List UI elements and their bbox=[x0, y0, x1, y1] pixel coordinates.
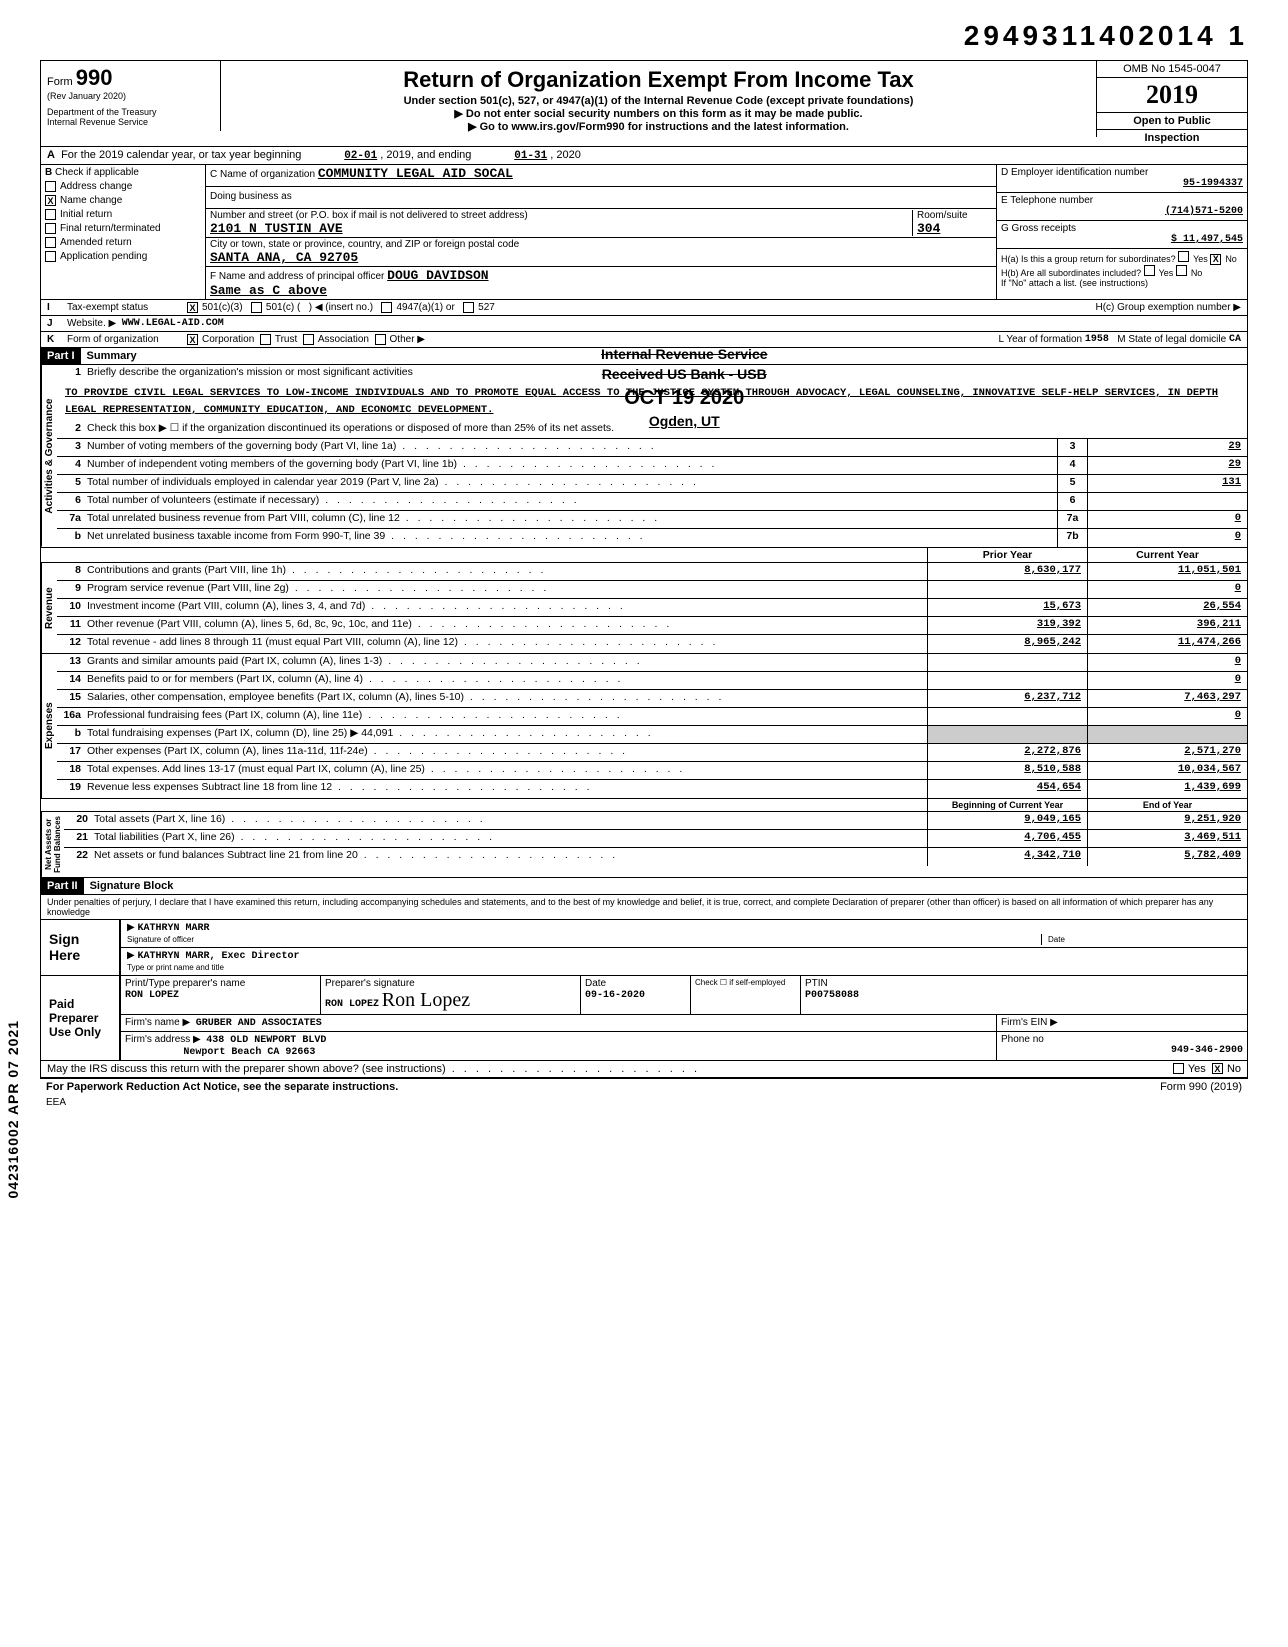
org-room: 304 bbox=[917, 221, 940, 236]
checkbox-name-change: XName change bbox=[45, 195, 201, 206]
activities-governance-label: Activities & Governance bbox=[41, 365, 57, 547]
line-7a: 7aTotal unrelated business revenue from … bbox=[57, 511, 1247, 529]
col-d-right: D Employer identification number95-19943… bbox=[997, 165, 1247, 299]
footer: For Paperwork Reduction Act Notice, see … bbox=[40, 1078, 1248, 1095]
line-12: 12Total revenue - add lines 8 through 11… bbox=[57, 635, 1247, 653]
checkbox-application-pending: Application pending bbox=[45, 251, 201, 262]
line-17: 17Other expenses (Part IX, column (A), l… bbox=[57, 744, 1247, 762]
paid-preparer-block: Paid Preparer Use Only Print/Type prepar… bbox=[40, 976, 1248, 1061]
document-number: 2949311402014 1 bbox=[40, 20, 1248, 52]
line-b: bTotal fundraising expenses (Part IX, co… bbox=[57, 726, 1247, 744]
row-i-tax-exempt: I Tax-exempt status X501(c)(3) 501(c) ( … bbox=[40, 300, 1248, 316]
preparer-name: RON LOPEZ bbox=[125, 990, 179, 1001]
row-a-tax-year: A For the 2019 calendar year, or tax yea… bbox=[40, 147, 1248, 165]
line-9: 9Program service revenue (Part VIII, lin… bbox=[57, 581, 1247, 599]
tax-year-begin: 02-01 bbox=[344, 150, 377, 162]
current-year-header: Current Year bbox=[1087, 548, 1247, 562]
line-b: bNet unrelated business taxable income f… bbox=[57, 529, 1247, 547]
irs-received-stamp: Internal Revenue Service Received US Ban… bbox=[601, 345, 768, 432]
tax-year: 2019 bbox=[1097, 78, 1247, 113]
line-11: 11Other revenue (Part VIII, column (A), … bbox=[57, 617, 1247, 635]
line-6: 6Total number of volunteers (estimate if… bbox=[57, 493, 1247, 511]
tax-year-end: 01-31 bbox=[514, 150, 547, 162]
org-street: 2101 N TUSTIN AVE bbox=[210, 221, 343, 236]
state-domicile: CA bbox=[1229, 334, 1241, 345]
ein: 95-1994337 bbox=[1001, 178, 1243, 189]
side-date-stamp: 042316002 APR 07 2021 bbox=[5, 1020, 21, 1199]
line-8: 8Contributions and grants (Part VIII, li… bbox=[57, 563, 1247, 581]
eea: EEA bbox=[40, 1095, 1248, 1110]
officer-sig-name: KATHRYN MARR bbox=[137, 923, 209, 934]
line-3: 3Number of voting members of the governi… bbox=[57, 439, 1247, 457]
discuss-row: May the IRS discuss this return with the… bbox=[40, 1061, 1248, 1078]
net-assets-label: Net Assets orFund Balances bbox=[41, 812, 64, 877]
summary-section: Activities & Governance 1 Briefly descri… bbox=[40, 365, 1248, 878]
open-to-public: Open to Public bbox=[1097, 113, 1247, 130]
line-22: 22Net assets or fund balances Subtract l… bbox=[64, 848, 1247, 866]
gross-receipts: $ 11,497,545 bbox=[1001, 234, 1243, 245]
paid-preparer-label: Paid Preparer Use Only bbox=[41, 976, 121, 1060]
line-21: 21Total liabilities (Part X, line 26)4,7… bbox=[64, 830, 1247, 848]
col-c-org-info: C Name of organization COMMUNITY LEGAL A… bbox=[206, 165, 997, 299]
scanned-stamp: SCANNED NOV 16 2021 bbox=[0, 600, 1, 841]
checkbox-amended-return: Amended return bbox=[45, 237, 201, 248]
penalty-statement: Under penalties of perjury, I declare th… bbox=[40, 895, 1248, 920]
line-10: 10Investment income (Part VIII, column (… bbox=[57, 599, 1247, 617]
line-20: 20Total assets (Part X, line 16)9,049,16… bbox=[64, 812, 1247, 830]
omb-number: OMB No 1545-0047 bbox=[1097, 61, 1247, 78]
line-4: 4Number of independent voting members of… bbox=[57, 457, 1247, 475]
officer-title: KATHRYN MARR, Exec Director bbox=[137, 951, 299, 962]
officer-name: DOUG DAVIDSON bbox=[387, 268, 488, 283]
checkbox-address-change: Address change bbox=[45, 181, 201, 192]
year-formation: 1958 bbox=[1085, 334, 1109, 345]
line-16a: 16aProfessional fundraising fees (Part I… bbox=[57, 708, 1247, 726]
col-b-checkboxes: B Check if applicable Address changeXNam… bbox=[41, 165, 206, 299]
firm-addr2: Newport Beach CA 92663 bbox=[183, 1047, 315, 1058]
revenue-label: Revenue bbox=[41, 563, 57, 653]
expenses-label: Expenses bbox=[41, 654, 57, 798]
form-sub3: ▶ Go to www.irs.gov/Form990 for instruct… bbox=[225, 120, 1092, 133]
form-sub2: ▶ Do not enter social security numbers o… bbox=[225, 107, 1092, 120]
phone: (714)571-5200 bbox=[1001, 206, 1243, 217]
firm-phone: 949-346-2900 bbox=[1001, 1045, 1243, 1056]
row-j-website: JWebsite. ▶ WWW.LEGAL-AID.COM bbox=[40, 316, 1248, 332]
beginning-year-header: Beginning of Current Year bbox=[927, 799, 1087, 811]
sign-here-label: Sign Here bbox=[41, 920, 121, 975]
form-header: Form 990 (Rev January 2020) Department o… bbox=[40, 60, 1248, 147]
header-grid: Internal Revenue Service Received US Ban… bbox=[40, 165, 1248, 300]
firm-name: GRUBER AND ASSOCIATES bbox=[196, 1018, 322, 1029]
line-5: 5Total number of individuals employed in… bbox=[57, 475, 1247, 493]
line-15: 15Salaries, other compensation, employee… bbox=[57, 690, 1247, 708]
org-city: SANTA ANA, CA 92705 bbox=[210, 250, 358, 265]
end-year-header: End of Year bbox=[1087, 799, 1247, 811]
website: WWW.LEGAL-AID.COM bbox=[122, 318, 224, 329]
inspection: Inspection bbox=[1097, 130, 1247, 146]
checkbox-final-return-terminated: Final return/terminated bbox=[45, 223, 201, 234]
form-dept: Department of the Treasury bbox=[47, 107, 214, 117]
prior-year-header: Prior Year bbox=[927, 548, 1087, 562]
form-irs: Internal Revenue Service bbox=[47, 117, 214, 127]
form-title: Return of Organization Exempt From Incom… bbox=[225, 67, 1092, 93]
preparer-date: 09-16-2020 bbox=[585, 990, 645, 1001]
part-2-header: Part II Signature Block bbox=[40, 878, 1248, 895]
ptin: P00758088 bbox=[805, 990, 859, 1001]
form-sub1: Under section 501(c), 527, or 4947(a)(1)… bbox=[225, 95, 1092, 107]
line-19: 19Revenue less expenses Subtract line 18… bbox=[57, 780, 1247, 798]
form-label: Form 990 bbox=[47, 65, 214, 91]
org-name: COMMUNITY LEGAL AID SOCAL bbox=[318, 166, 513, 181]
line-13: 13Grants and similar amounts paid (Part … bbox=[57, 654, 1247, 672]
preparer-signature: Ron Lopez bbox=[382, 989, 470, 1011]
line-18: 18Total expenses. Add lines 13-17 (must … bbox=[57, 762, 1247, 780]
firm-addr1: 438 OLD NEWPORT BLVD bbox=[206, 1035, 326, 1046]
sign-here-block: Sign Here ▶ KATHRYN MARRSignature of off… bbox=[40, 920, 1248, 976]
form-rev: (Rev January 2020) bbox=[47, 91, 214, 101]
checkbox-initial-return: Initial return bbox=[45, 209, 201, 220]
officer-addr: Same as C above bbox=[210, 283, 327, 298]
line-14: 14Benefits paid to or for members (Part … bbox=[57, 672, 1247, 690]
